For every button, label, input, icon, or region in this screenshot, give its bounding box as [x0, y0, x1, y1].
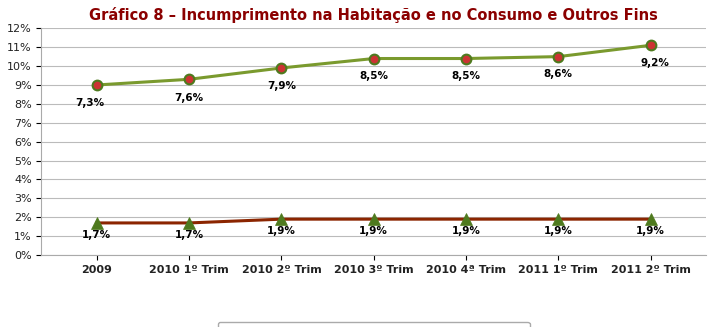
Text: 8,5%: 8,5%: [359, 71, 389, 81]
Text: 1,9%: 1,9%: [544, 226, 573, 236]
Text: 7,6%: 7,6%: [175, 93, 204, 103]
Text: 7,9%: 7,9%: [267, 81, 296, 91]
Legend: Habitação, Consumo e Outros Fins: Habitação, Consumo e Outros Fins: [217, 322, 530, 327]
Text: 1,9%: 1,9%: [636, 226, 665, 236]
Text: 7,3%: 7,3%: [75, 98, 104, 108]
Text: 1,9%: 1,9%: [359, 226, 388, 236]
Text: 1,9%: 1,9%: [451, 226, 481, 236]
Text: 9,2%: 9,2%: [641, 58, 670, 68]
Title: Gráfico 8 – Incumprimento na Habitação e no Consumo e Outros Fins: Gráfico 8 – Incumprimento na Habitação e…: [89, 7, 658, 23]
Text: 1,7%: 1,7%: [82, 230, 111, 240]
Text: 1,7%: 1,7%: [175, 230, 204, 240]
Text: 1,9%: 1,9%: [267, 226, 296, 236]
Text: 8,5%: 8,5%: [451, 71, 481, 81]
Text: 8,6%: 8,6%: [544, 69, 573, 79]
